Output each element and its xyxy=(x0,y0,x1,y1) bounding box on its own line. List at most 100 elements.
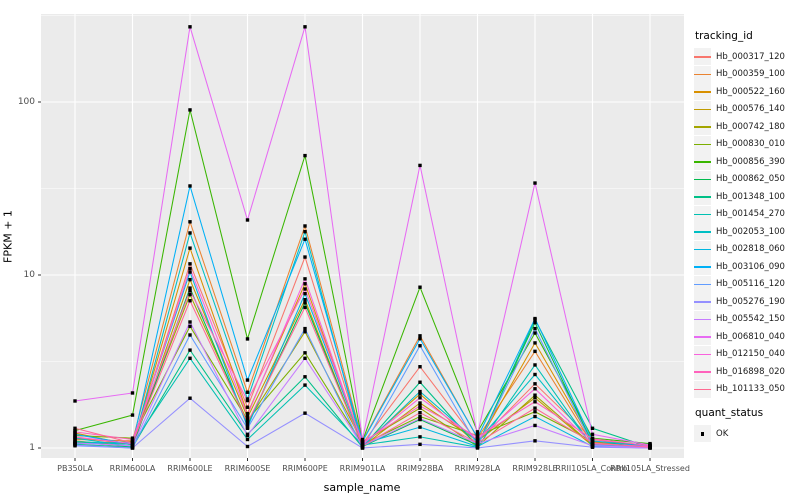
data-point-Hb_000856_390 xyxy=(130,413,135,417)
data-point-Hb_003106_090 xyxy=(303,237,307,241)
data-point-Hb_006810_040 xyxy=(533,181,537,185)
x-tick-label-RRIM600SE: RRIM600SE xyxy=(224,464,271,473)
legend-key-swatch xyxy=(694,328,711,346)
data-point-Hb_101133_050 xyxy=(360,444,365,448)
data-point-Hb_005542_150 xyxy=(73,441,77,445)
data-point-Hb_005276_190 xyxy=(475,446,480,450)
legend-line-icon xyxy=(694,143,711,146)
legend-item-Hb_002818_060: Hb_002818_060 xyxy=(694,240,800,259)
legend-rows-quant-status: OK xyxy=(694,425,800,443)
data-point-Hb_101133_050 xyxy=(303,305,307,310)
data-point-Hb_000522_160 xyxy=(418,392,422,396)
data-point-Hb_016898_020 xyxy=(418,404,422,408)
x-tick-label-RRII105LA_Control: RRII105LA_Control xyxy=(555,464,630,473)
data-point-Hb_000359_100 xyxy=(533,349,537,354)
legend-key-swatch xyxy=(694,380,711,398)
legend-key-swatch xyxy=(694,310,711,328)
data-point-Hb_005276_190 xyxy=(188,396,192,400)
data-point-Hb_005276_190 xyxy=(303,411,307,415)
data-point-Hb_000830_010 xyxy=(533,410,537,414)
legend-line-icon xyxy=(694,301,711,303)
legend-key-swatch xyxy=(694,293,711,311)
legend-item-label: Hb_012150_040 xyxy=(716,349,785,360)
legend-point-icon xyxy=(700,432,705,436)
data-point-Hb_006810_040 xyxy=(590,432,595,437)
legend-item-label: Hb_000522_160 xyxy=(716,86,785,97)
data-point-Hb_016898_020 xyxy=(73,430,77,434)
data-point-Hb_000862_050 xyxy=(188,286,192,290)
data-point-Hb_006810_040 xyxy=(360,437,365,442)
data-point-Hb_012150_040 xyxy=(418,396,422,400)
data-point-Hb_006810_040 xyxy=(475,432,480,437)
data-point-Hb_016898_020 xyxy=(533,400,537,404)
data-point-Hb_016898_020 xyxy=(245,398,250,403)
legend-line-icon xyxy=(694,283,711,286)
legend-line-icon xyxy=(694,266,711,268)
data-point-Hb_000576_140 xyxy=(303,297,307,302)
data-point-Hb_000576_140 xyxy=(418,401,422,405)
legend-line-icon xyxy=(694,231,711,233)
data-point-Hb_000522_160 xyxy=(303,282,307,286)
legend-key-swatch xyxy=(694,48,711,66)
data-point-Hb_005276_190 xyxy=(130,446,135,450)
data-point-Hb_005542_150 xyxy=(303,356,307,360)
legend-line-icon xyxy=(694,126,711,128)
data-point-Hb_000359_100 xyxy=(303,224,307,228)
data-point-Hb_005116_120 xyxy=(188,333,192,337)
data-point-Hb_000856_390 xyxy=(303,153,307,158)
data-point-Hb_101133_050 xyxy=(130,441,135,445)
legend-key-swatch xyxy=(694,170,711,188)
data-point-Hb_016898_020 xyxy=(303,287,307,291)
data-point-Hb_002053_100 xyxy=(533,372,537,377)
data-point-Hb_000317_120 xyxy=(303,255,307,259)
legend-item-Hb_000317_120: Hb_000317_120 xyxy=(694,48,800,66)
data-point-Hb_000359_100 xyxy=(188,220,192,224)
legend-item-Hb_000830_010: Hb_000830_010 xyxy=(694,135,800,154)
data-point-Hb_002818_060 xyxy=(188,270,192,274)
data-point-Hb_000522_160 xyxy=(533,341,537,345)
data-point-Hb_005542_150 xyxy=(188,320,192,324)
data-point-Hb_003106_090 xyxy=(590,439,595,443)
legend-item-label: OK xyxy=(716,428,729,439)
x-tick-label-RRIM600PE: RRIM600PE xyxy=(282,464,328,473)
data-point-Hb_005116_120 xyxy=(533,326,537,331)
legend-key-swatch xyxy=(694,425,711,443)
legend-item-Hb_002053_100: Hb_002053_100 xyxy=(694,223,800,241)
legend-line-icon xyxy=(694,353,711,356)
legend-key-swatch xyxy=(694,83,711,101)
legend-item-Hb_000576_140: Hb_000576_140 xyxy=(694,100,800,119)
data-point-Hb_006810_040 xyxy=(130,391,135,395)
legend-line-icon xyxy=(694,388,711,391)
data-point-Hb_005542_150 xyxy=(533,423,537,428)
data-point-Hb_000830_010 xyxy=(245,418,250,422)
legend-key-swatch xyxy=(694,258,711,276)
x-axis-tick-labels: PB350LA RRIM600LA RRIM600LE RRIM600SE RRIM60… xyxy=(0,464,800,478)
legend-line-icon xyxy=(694,91,711,93)
data-point-Hb_000856_390 xyxy=(188,108,192,112)
legend-key-swatch xyxy=(694,363,711,381)
data-point-Hb_000862_050 xyxy=(245,423,250,427)
legend-line-icon xyxy=(694,318,711,321)
data-point-Hb_101133_050 xyxy=(73,426,77,430)
data-point-Hb_016898_020 xyxy=(360,440,365,444)
data-point-Hb_101133_050 xyxy=(475,441,480,445)
legend-item-label: Hb_000317_120 xyxy=(716,51,785,62)
data-point-Hb_000317_120 xyxy=(533,382,537,386)
data-point-Hb_003106_090 xyxy=(533,316,537,321)
data-point-Hb_001454_270 xyxy=(245,437,250,442)
legend-item-label: Hb_005276_190 xyxy=(716,296,785,307)
legend-key-swatch xyxy=(694,345,711,363)
legend-item-Hb_101133_050: Hb_101133_050 xyxy=(694,380,800,399)
legend-item-label: Hb_000830_010 xyxy=(716,139,785,150)
data-point-Hb_016898_020 xyxy=(475,435,480,439)
data-point-Hb_003106_090 xyxy=(418,337,422,341)
data-point-Hb_000856_390 xyxy=(245,337,250,341)
legend-key-swatch xyxy=(694,65,711,83)
legend-item-Hb_016898_020: Hb_016898_020 xyxy=(694,363,800,381)
legend-item-quant-OK: OK xyxy=(694,425,800,443)
legend-title-quant-status: quant_status xyxy=(695,407,764,419)
x-tick-label-RRIM928BA: RRIM928BA xyxy=(396,464,444,473)
data-point-Hb_101133_050 xyxy=(418,410,422,415)
